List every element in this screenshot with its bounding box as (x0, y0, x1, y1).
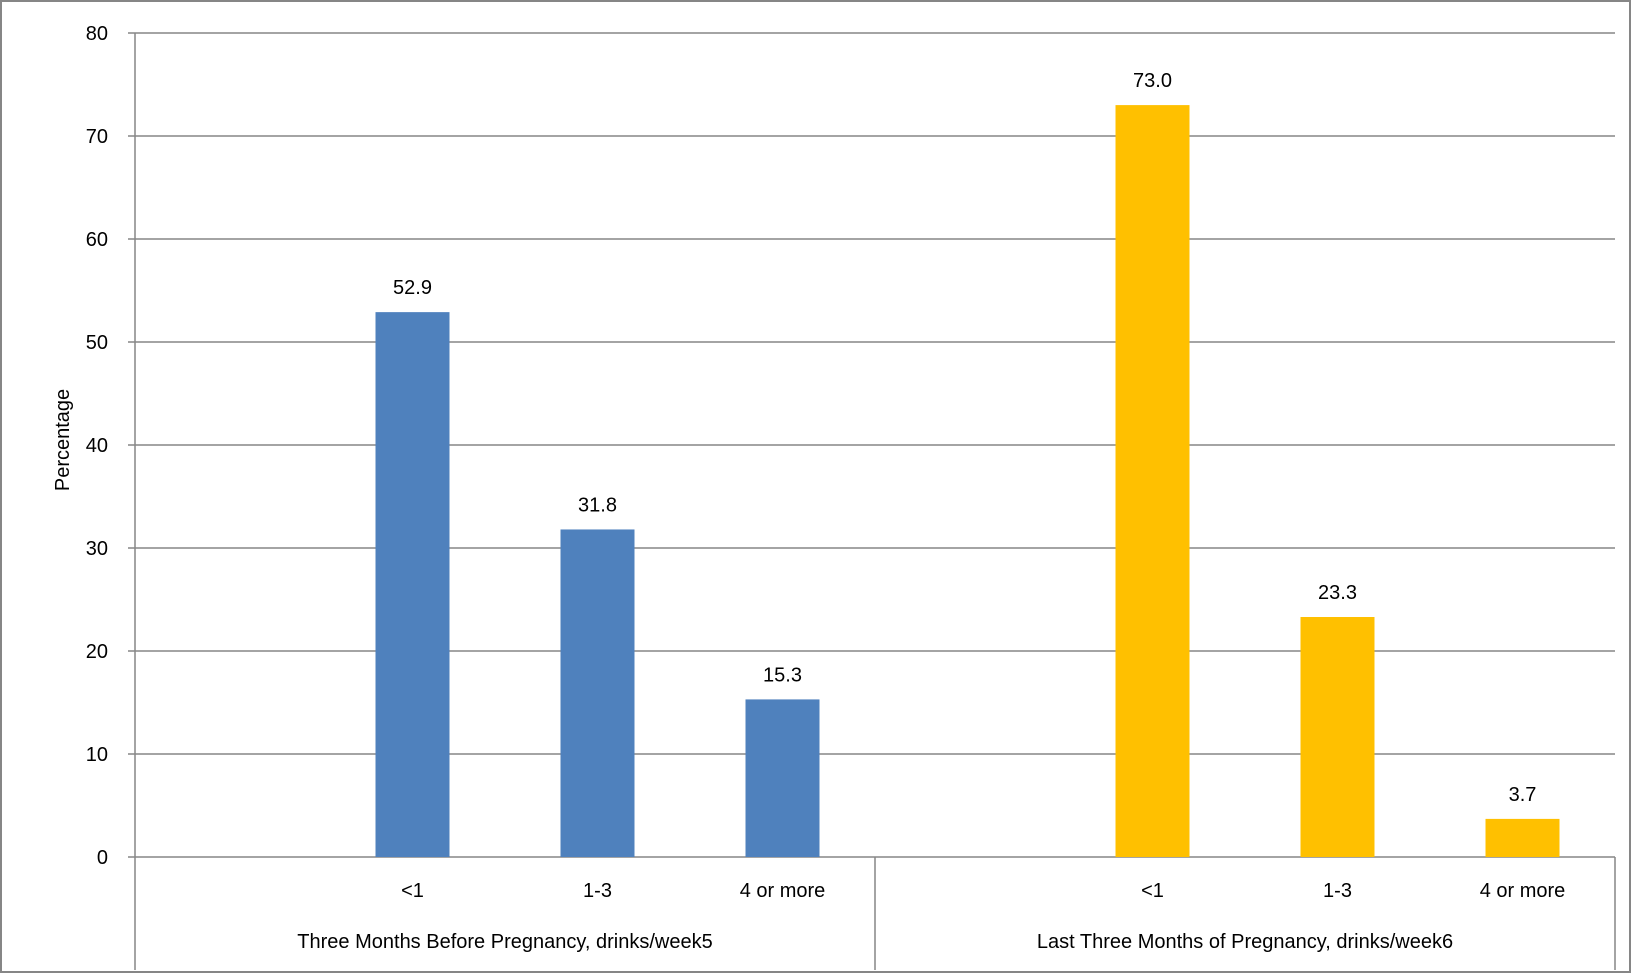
labels: 0 10 20 30 40 50 60 70 80 52.9 <1 31.8 1-3 15.3 4 or m… (86, 23, 1566, 953)
y-tick-label: 60 (86, 229, 108, 251)
x-group-label: Last Three Months of Pregnancy, drinks/w… (1037, 931, 1453, 953)
bar (1115, 105, 1190, 858)
y-tick-label: 0 (97, 847, 108, 869)
data-label: 31.8 (578, 494, 617, 516)
data-label: 73.0 (1133, 70, 1172, 92)
bar (560, 529, 635, 857)
x-category-label: <1 (1141, 880, 1164, 902)
x-category-label: 4 or more (1480, 880, 1566, 902)
bar (1300, 617, 1375, 857)
bar (745, 699, 820, 857)
y-tick-label: 30 (86, 538, 108, 560)
y-tick-label: 10 (86, 744, 108, 766)
data-label: 23.3 (1318, 582, 1357, 604)
y-tick-label: 20 (86, 641, 108, 663)
y-tick-label: 80 (86, 23, 108, 45)
bar (1485, 818, 1560, 857)
data-label: 52.9 (393, 277, 432, 299)
x-category-label: 1-3 (1323, 880, 1352, 902)
y-tick-label: 40 (86, 435, 108, 457)
y-tick-label: 50 (86, 332, 108, 354)
x-category-label: 1-3 (583, 880, 612, 902)
data-label: 3.7 (1509, 784, 1537, 806)
y-tick-label: 70 (86, 126, 108, 148)
bar (375, 312, 450, 857)
x-group-label: Three Months Before Pregnancy, drinks/we… (297, 931, 712, 953)
data-label: 15.3 (763, 664, 802, 686)
x-category-label: 4 or more (740, 880, 826, 902)
bars (375, 105, 1560, 858)
x-category-label: <1 (401, 880, 424, 902)
y-axis-title: Percentage (52, 389, 74, 491)
